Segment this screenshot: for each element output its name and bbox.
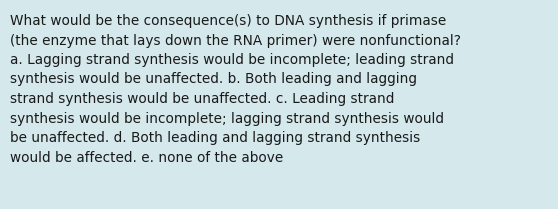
Text: What would be the consequence(s) to DNA synthesis if primase
(the enzyme that la: What would be the consequence(s) to DNA … [10, 14, 461, 164]
